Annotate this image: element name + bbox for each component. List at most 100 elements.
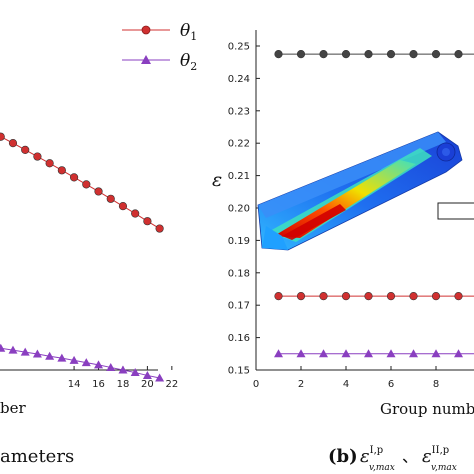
panel-a-point-2 (106, 362, 116, 371)
panel-b-point-3 (274, 349, 283, 358)
panel-a-point-1 (33, 152, 42, 161)
caption-term-1: εI,p (360, 445, 383, 467)
panel-a-legend: θ1 θ2 (122, 21, 197, 73)
panel-a-point-1 (0, 132, 5, 141)
panel-a-point-2 (32, 349, 42, 358)
panel-b-point-1 (319, 49, 328, 59)
panel-b-point-1 (296, 49, 306, 59)
panel-a-point-2 (155, 373, 165, 382)
panel-b-ylabel: ε (212, 169, 222, 191)
panel-a-point-1 (94, 187, 103, 196)
caption-term-1-sub: v,max (369, 463, 395, 473)
panel-b-point-3 (409, 349, 418, 358)
caption-term-2: εII,p (422, 445, 449, 467)
panel-a-point-2 (69, 355, 79, 364)
panel-a-point-2 (130, 368, 140, 377)
panel-a-x-tick-label: 22 (165, 379, 178, 390)
panel-b-y-tick-label: 0.15 (228, 366, 250, 377)
legend-theta2-marker (141, 55, 151, 64)
legend-theta1-label: θ1 (180, 21, 197, 43)
panel-b-x-tick-label: 0 (253, 379, 259, 390)
panel-b-y-tick-label: 0.22 (228, 139, 250, 150)
panel-b-y-tick-label: 0.17 (228, 301, 250, 312)
panel-b-point-2 (296, 292, 306, 301)
panel-b-point-1 (431, 49, 441, 59)
panel-b-x-tick-label: 2 (298, 379, 304, 390)
inset-contour-image (257, 131, 474, 251)
panel-a-point-2 (0, 343, 6, 352)
panel-a-x-tick-label: 18 (117, 379, 130, 390)
panel-b-point-2 (274, 292, 283, 301)
panel-b-y-tick-label: 0.21 (228, 171, 250, 182)
panel-a-point-2 (45, 351, 55, 360)
panel-a-series (0, 132, 165, 382)
panel-a-point-1 (82, 180, 91, 189)
panel-a-point-1 (155, 224, 164, 233)
panel-a-point-1 (143, 217, 152, 226)
panel-a-point-1 (106, 194, 115, 203)
panel-b-y-tick-label: 0.18 (228, 268, 250, 279)
panel-b-point-3 (386, 349, 396, 358)
panel-a-x-tick-label: 16 (92, 379, 105, 390)
panel-a-point-2 (142, 370, 152, 379)
panel-a-point-2 (94, 360, 104, 369)
panel-b-y-tick-label: 0.20 (228, 204, 250, 215)
panel-b-x-tick-label: 6 (388, 379, 394, 390)
panel-b-point-1 (454, 49, 463, 59)
panel-a-point-1 (21, 145, 30, 154)
panel-b-point-3 (454, 349, 463, 358)
panel-b-point-2 (386, 292, 396, 301)
panel-b-point-1 (409, 49, 418, 59)
panel-a-point-1 (8, 139, 18, 148)
panel-b-y-tick-label: 0.24 (228, 74, 250, 85)
panel-b-point-1 (364, 49, 373, 59)
panel-a-point-2 (81, 358, 91, 367)
panel-b: 0.15 0.16 0.17 0.18 0.19 0.20 0.21 0.22 0.23 0.24… (212, 30, 474, 473)
panel-b-y-tick-label: 0.25 (228, 42, 250, 53)
panel-a-point-1 (118, 202, 128, 211)
panel-a-point-2 (57, 353, 67, 362)
panel-b-point-1 (274, 49, 283, 59)
panel-b-point-3 (319, 349, 328, 358)
panel-b-series (274, 49, 474, 358)
panel-a-xlabel-fragment: ber (0, 399, 26, 417)
panel-b-y-tick-label: 0.19 (228, 236, 250, 247)
panel-b-point-3 (296, 349, 306, 358)
panel-b-point-2 (431, 292, 441, 301)
panel-b-caption: (b) εI,p v,max 、 εII,p v,max (328, 445, 457, 473)
panel-a-point-2 (20, 347, 30, 356)
inset-box (437, 202, 474, 220)
panel-b-point-2 (364, 292, 373, 301)
panel-b-point-2 (409, 292, 418, 301)
panel-a-point-1 (131, 209, 140, 218)
legend-theta2-label: θ2 (180, 51, 197, 73)
legend-theta1-marker (141, 25, 151, 35)
panel-b-point-2 (454, 292, 463, 301)
panel-a-point-1 (69, 173, 79, 182)
panel-a-x-tick-label: 20 (141, 379, 154, 390)
panel-b-y-tick-label: 0.23 (228, 106, 250, 117)
panel-b-label: (b) (328, 446, 358, 467)
panel-a-x-tick-label: 14 (68, 379, 81, 390)
panel-b-xlabel: Group numb (380, 400, 474, 418)
panel-b-point-1 (386, 49, 396, 59)
panel-a-caption-tail: ameters (0, 446, 74, 467)
panel-b-y-tick-label: 0.16 (228, 333, 250, 344)
panel-a-series-line-1 (0, 135, 160, 229)
panel-b-point-2 (319, 292, 328, 301)
panel-a-point-1 (57, 166, 66, 175)
panel-a-series-line-2 (0, 347, 160, 379)
panel-a: 14 16 18 20 22 ber ameters θ1 θ2 (0, 21, 197, 467)
panel-a-point-2 (8, 345, 18, 354)
panel-b-point-3 (364, 349, 373, 358)
panel-b-x-ticks: 0246810121 (253, 366, 439, 390)
panel-a-point-2 (118, 365, 128, 374)
panel-b-point-1 (341, 49, 351, 59)
caption-separator: 、 (402, 447, 418, 466)
panel-b-point-2 (341, 292, 351, 301)
panel-b-point-3 (341, 349, 351, 358)
panel-b-point-3 (431, 349, 441, 358)
panel-a-point-1 (45, 159, 54, 168)
